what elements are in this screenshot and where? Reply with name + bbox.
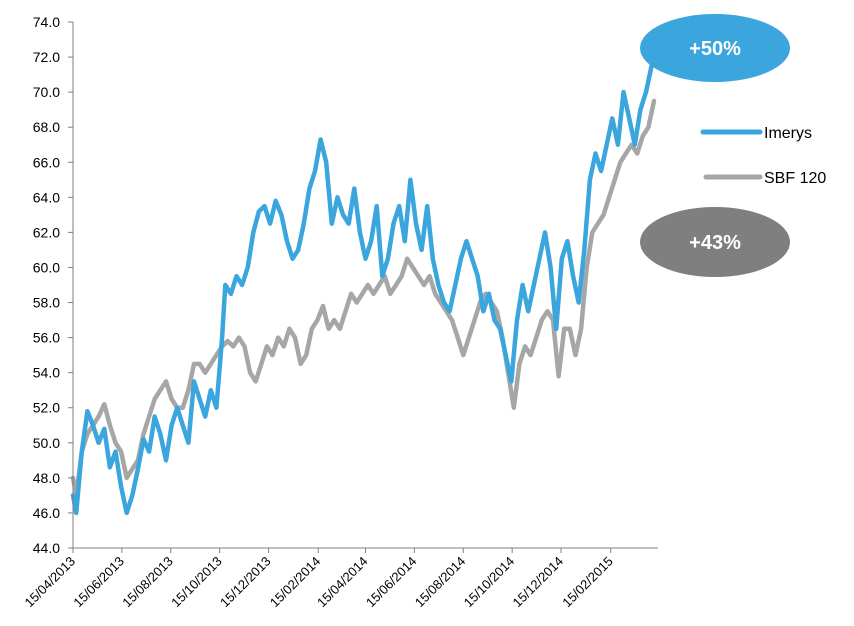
y-axis-ticks: 44.0 46.0 48.0 50.0 52.0 54.0 56.0 58.0 60.0 62.0… bbox=[33, 14, 73, 556]
y-tick-label: 48.0 bbox=[33, 470, 60, 486]
y-tick-label: 70.0 bbox=[33, 84, 60, 100]
legend: Imerys SBF 120 bbox=[700, 125, 826, 187]
y-tick-label: 74.0 bbox=[33, 14, 60, 30]
series-line-imerys bbox=[70, 63, 654, 516]
x-tick-label: 15/06/2014 bbox=[363, 554, 420, 611]
x-tick-label: 15/08/2013 bbox=[119, 554, 176, 611]
y-tick-label: 56.0 bbox=[33, 330, 60, 346]
y-tick-label: 66.0 bbox=[33, 154, 60, 170]
legend-label-imerys: Imerys bbox=[764, 125, 812, 142]
x-tick-label: 15/06/2013 bbox=[70, 554, 127, 611]
callout-imerys-bubble bbox=[640, 14, 790, 82]
x-tick-label: 15/04/2014 bbox=[314, 554, 371, 611]
callout-sbf120-bubble bbox=[640, 207, 790, 277]
series-line-sbf120 bbox=[70, 98, 657, 498]
x-tick-label: 15/12/2013 bbox=[217, 554, 274, 611]
y-tick-label: 58.0 bbox=[33, 295, 60, 311]
legend-label-sbf120: SBF 120 bbox=[764, 170, 826, 187]
callout-sbf120-text: +43% bbox=[689, 232, 741, 254]
x-axis-ticks: 15/04/201315/06/201315/08/201315/10/2013… bbox=[21, 548, 616, 611]
callout-imerys-text: +50% bbox=[689, 38, 741, 60]
x-tick-label: 15/12/2014 bbox=[510, 554, 567, 611]
y-tick-label: 50.0 bbox=[33, 435, 60, 451]
y-tick-label: 54.0 bbox=[33, 365, 60, 381]
y-tick-label: 72.0 bbox=[33, 49, 60, 65]
y-tick-label: 68.0 bbox=[33, 119, 60, 135]
plot-lines bbox=[70, 63, 657, 516]
y-tick-label: 44.0 bbox=[33, 540, 60, 556]
y-tick-label: 60.0 bbox=[33, 259, 60, 275]
x-tick-label: 15/02/2015 bbox=[559, 554, 616, 611]
callout-imerys: +50% bbox=[640, 14, 790, 82]
y-tick-label: 46.0 bbox=[33, 505, 60, 521]
callout-sbf120: +43% bbox=[640, 207, 790, 277]
y-tick-label: 64.0 bbox=[33, 189, 60, 205]
x-tick-label: 15/08/2014 bbox=[412, 554, 469, 611]
x-tick-label: 15/10/2013 bbox=[168, 554, 225, 611]
x-tick-label: 15/04/2013 bbox=[21, 554, 78, 611]
y-tick-label: 52.0 bbox=[33, 400, 60, 416]
y-tick-label: 62.0 bbox=[33, 224, 60, 240]
x-tick-label: 15/10/2014 bbox=[461, 554, 518, 611]
